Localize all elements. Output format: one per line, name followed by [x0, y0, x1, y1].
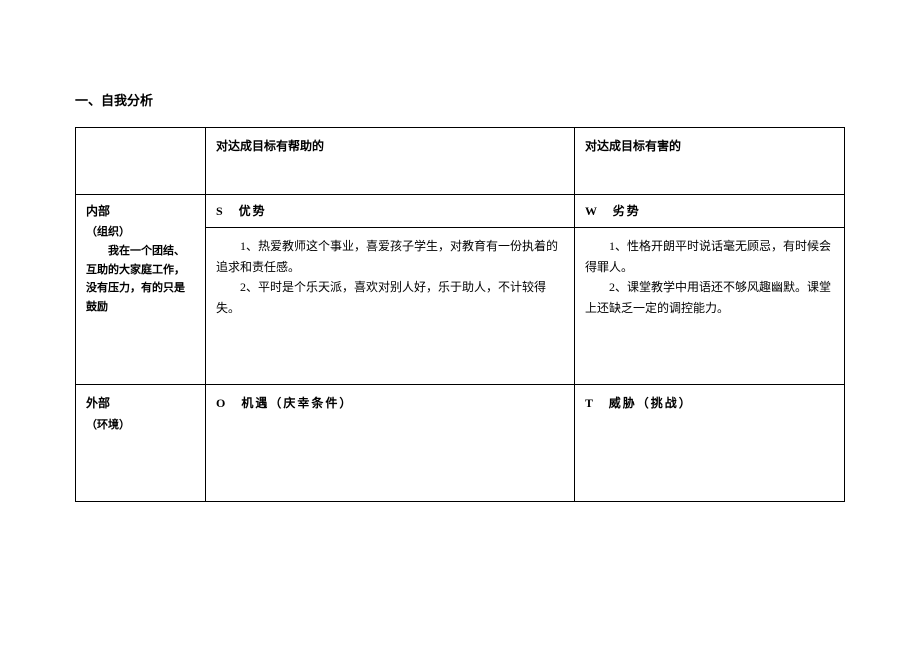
swot-table: 对达成目标有帮助的 对达成目标有害的 内部 （组织） 我在一个团结、互助的大家庭…	[75, 127, 845, 502]
external-sublabel: （环境）	[86, 419, 130, 431]
document-page: 一、自我分析 对达成目标有帮助的 对达成目标有害的 内部 （组织） 我在一个团结…	[0, 0, 920, 502]
table-header-row: 对达成目标有帮助的 对达成目标有害的	[76, 128, 845, 195]
s-body-1: 1、热爱教师这个事业，喜爱孩子学生，对教育有一份执着的追求和责任感。	[216, 236, 564, 277]
internal-label: 内部	[86, 204, 110, 218]
s-body-2: 2、平时是个乐天派，喜欢对别人好，乐于助人，不计较得失。	[216, 277, 564, 318]
w-body-cell: 1、性格开朗平时说话毫无顾忌，有时候会得罪人。 2、课堂教学中用语还不够风趣幽默…	[575, 228, 845, 385]
external-label-row: 外部 （环境） O 机遇（庆幸条件） T 威胁（挑战）	[76, 385, 845, 502]
header-empty	[76, 128, 206, 195]
w-label-cell: W 劣势	[575, 195, 845, 228]
header-harmful: 对达成目标有害的	[575, 128, 845, 195]
internal-label-row: 内部 （组织） 我在一个团结、互助的大家庭工作，没有压力，有的只是鼓励 S 优势…	[76, 195, 845, 228]
internal-desc: 我在一个团结、互助的大家庭工作，没有压力，有的只是鼓励	[86, 242, 195, 317]
w-body-2: 2、课堂教学中用语还不够风趣幽默。课堂上还缺乏一定的调控能力。	[585, 277, 834, 318]
w-body-1: 1、性格开朗平时说话毫无顾忌，有时候会得罪人。	[585, 236, 834, 277]
external-rowhead: 外部 （环境）	[76, 385, 206, 502]
header-helpful: 对达成目标有帮助的	[206, 128, 575, 195]
t-label-cell: T 威胁（挑战）	[575, 385, 845, 502]
external-label: 外部	[86, 396, 110, 410]
s-label-cell: S 优势	[206, 195, 575, 228]
internal-rowhead: 内部 （组织） 我在一个团结、互助的大家庭工作，没有压力，有的只是鼓励	[76, 195, 206, 385]
s-body-cell: 1、热爱教师这个事业，喜爱孩子学生，对教育有一份执着的追求和责任感。 2、平时是…	[206, 228, 575, 385]
section-title: 一、自我分析	[75, 90, 845, 109]
internal-sublabel: （组织）	[86, 226, 130, 238]
o-label-cell: O 机遇（庆幸条件）	[206, 385, 575, 502]
